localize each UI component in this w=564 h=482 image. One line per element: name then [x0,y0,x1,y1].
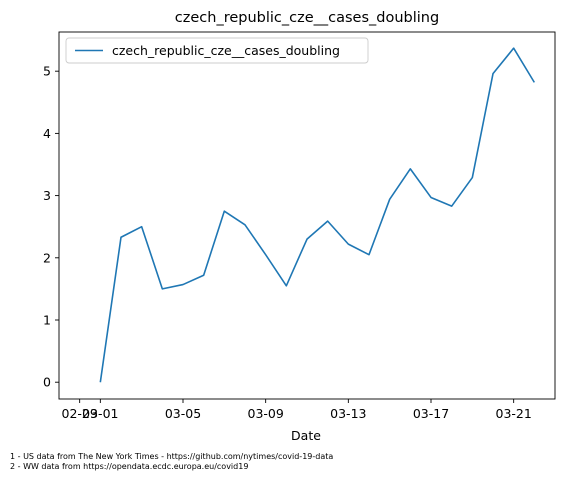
legend-label: czech_republic_cze__cases_doubling [112,43,340,58]
x-tick-label: 03-09 [248,406,284,421]
x-axis-label: Date [291,428,321,443]
x-tick-label: 03-17 [413,406,449,421]
y-tick-label: 1 [43,313,51,328]
y-tick-label: 2 [43,250,51,265]
x-tick-label: 03-21 [496,406,532,421]
y-tick-label: 5 [43,64,51,79]
plot-frame [58,31,556,400]
footnote-1: 1 - US data from The New York Times - ht… [10,452,334,461]
series-line [99,47,536,383]
y-tick-label: 4 [43,126,51,141]
x-tick-label: 03-01 [82,406,118,421]
footnote-2: 2 - WW data from https://opendata.ecdc.e… [10,462,249,471]
x-tick-label: 03-13 [330,406,366,421]
x-tick-label: 03-05 [165,406,201,421]
chart-title: czech_republic_cze__cases_doubling [175,10,439,26]
y-tick-label: 0 [43,375,51,390]
legend-box [65,37,369,64]
y-tick-label: 3 [43,188,51,203]
x-tick-label: 02-29 [62,406,98,421]
